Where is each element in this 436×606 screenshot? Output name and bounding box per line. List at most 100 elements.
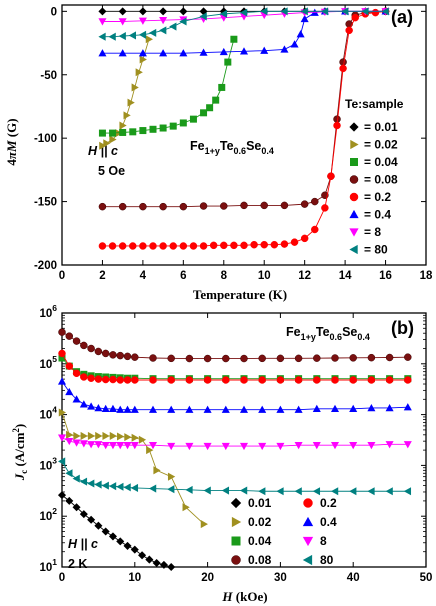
panel-a-x-tick-label: 12 xyxy=(298,270,311,282)
panel-b-data-point xyxy=(73,431,81,440)
panel-b-data-point xyxy=(101,527,110,536)
panel-b-data-point xyxy=(108,532,117,541)
panel-b-data-point xyxy=(108,482,117,491)
panel-b-data-point xyxy=(57,457,66,466)
panel-b-legend-marker xyxy=(302,516,314,527)
panel-b-data-point xyxy=(276,487,284,496)
panel-b-data-point xyxy=(94,521,103,530)
panel-b-legend-entry: 0.4 xyxy=(320,515,337,529)
panel-b-y-tick-label: 106 xyxy=(39,303,57,320)
panel-a-data-point xyxy=(98,32,106,41)
panel-b-data-point xyxy=(146,446,154,455)
panel-b-data-point xyxy=(65,332,74,340)
panel-b-legend-entry: 0.08 xyxy=(248,553,272,567)
panel-b-data-point xyxy=(87,479,95,488)
panel-b-data-point xyxy=(182,503,190,512)
panel-a-data-point xyxy=(138,7,147,16)
panel-a-plot-area: 0 2 4 6 8 10 12 14 16 18 0 -50 -100 -150 -200 xyxy=(34,4,433,282)
panel-b-x-tick-label: 10 xyxy=(128,572,141,584)
panel-a-data-point xyxy=(118,49,127,57)
panel-a-data-point xyxy=(118,18,127,26)
panel-a-legend-marker xyxy=(349,209,359,219)
panel-a-data-point xyxy=(159,124,167,132)
panel-b-data-point xyxy=(94,375,103,383)
panel-a-y-axis-label: 4πM (G) xyxy=(4,118,19,165)
panel-a-data-point xyxy=(371,8,380,17)
panel-b-temperature: 2 K xyxy=(68,557,87,571)
panel-b-data-point xyxy=(87,374,95,382)
panel-b-data-point xyxy=(240,354,248,363)
panel-b-data-point xyxy=(240,376,248,384)
panel-b-data-point xyxy=(167,562,176,572)
panel-a-data-point xyxy=(138,49,147,57)
panel-a-data-point xyxy=(179,7,188,16)
panel-b-series-80 xyxy=(57,457,412,496)
panel-a-data-point xyxy=(98,129,106,137)
panel-a-label: (a) xyxy=(391,7,413,27)
panel-b-data-point xyxy=(385,441,394,449)
panel-b-data-point xyxy=(102,431,110,440)
panel-a-legend: = 0.01 = 0.02 = 0.04 = 0.08 = 0.2 = 0.4 = 8 = 8… xyxy=(349,120,398,257)
panel-b-data-point xyxy=(116,537,125,546)
panel-a-formula: Fe1+yTe0.6Se0.4 xyxy=(190,139,274,156)
panel-b-data-point xyxy=(203,405,212,413)
panel-b-legend-entry: 0.01 xyxy=(248,496,272,510)
panel-b-data-point xyxy=(108,441,117,450)
panel-b-data-point xyxy=(58,349,66,358)
panel-b-data-point xyxy=(65,496,74,505)
panel-a-data-point xyxy=(300,7,308,16)
panel-a-data-point xyxy=(129,242,137,250)
panel-a-data-point xyxy=(139,242,147,250)
panel-b-data-point xyxy=(116,376,124,384)
panel-b-data-point xyxy=(123,483,131,492)
panel-b-y-tick-label: 103 xyxy=(39,455,57,472)
panel-a-data-point xyxy=(270,240,279,249)
panel-a-data-point xyxy=(98,242,107,250)
panel-a-data-point xyxy=(103,139,111,148)
panel-b-data-point xyxy=(403,487,412,496)
panel-b-data-point xyxy=(123,541,132,550)
panel-a-field-value: 5 Oe xyxy=(98,164,125,178)
panel-b-data-point xyxy=(367,403,376,412)
panel-b-data-point xyxy=(94,480,102,489)
panel-b-data-point xyxy=(404,353,412,361)
panel-b-y-tick-label: 104 xyxy=(39,405,57,422)
panel-b-data-point xyxy=(116,351,124,360)
panel-a: 4πM (G) Temperature (K) (a) H || c 5 Oe … xyxy=(4,7,413,302)
panel-a-data-point xyxy=(127,98,135,107)
panel-a-x-tick-label: 16 xyxy=(379,270,392,282)
panel-a-data-point xyxy=(219,9,227,18)
panel-a-data-point xyxy=(159,7,168,16)
panel-b-data-point xyxy=(276,354,285,363)
panel-b-data-point xyxy=(101,349,110,358)
panel-b-data-point xyxy=(331,354,339,362)
panel-b-series-line-0.01 xyxy=(61,494,172,568)
panel-a-data-point xyxy=(280,7,288,16)
panel-a-x-tick-label: 4 xyxy=(140,270,147,282)
panel-a-data-point xyxy=(199,12,207,21)
panel-b-x-tick-label: 50 xyxy=(420,572,433,584)
panel-a-data-point xyxy=(99,141,107,150)
panel-b-data-point xyxy=(349,487,357,496)
panel-a-data-point xyxy=(169,122,177,130)
panel-a-data-point xyxy=(169,22,177,31)
panel-a-data-point xyxy=(240,201,248,210)
panel-a-data-point xyxy=(361,7,369,16)
panel-b-legend-marker xyxy=(231,555,241,565)
panel-b-data-point xyxy=(367,376,376,384)
panel-b-data-point xyxy=(167,442,176,451)
panel-a-data-point xyxy=(123,111,131,120)
panel-b-data-point xyxy=(57,491,67,500)
panel-b-data-point xyxy=(294,441,303,450)
panel-a-data-point xyxy=(206,104,214,112)
panel-a-data-point xyxy=(260,201,268,210)
panel-a-data-point xyxy=(290,238,299,246)
panel-b-data-point xyxy=(123,441,132,450)
panel-b-data-point xyxy=(330,404,340,413)
panel-a-legend-entry: = 0.04 xyxy=(364,155,398,169)
panel-b-data-point xyxy=(294,354,303,363)
panel-b-data-point xyxy=(72,474,80,483)
panel-a-data-point xyxy=(224,58,232,66)
panel-b-data-point xyxy=(109,351,117,359)
panel-b-data-point xyxy=(159,560,168,569)
